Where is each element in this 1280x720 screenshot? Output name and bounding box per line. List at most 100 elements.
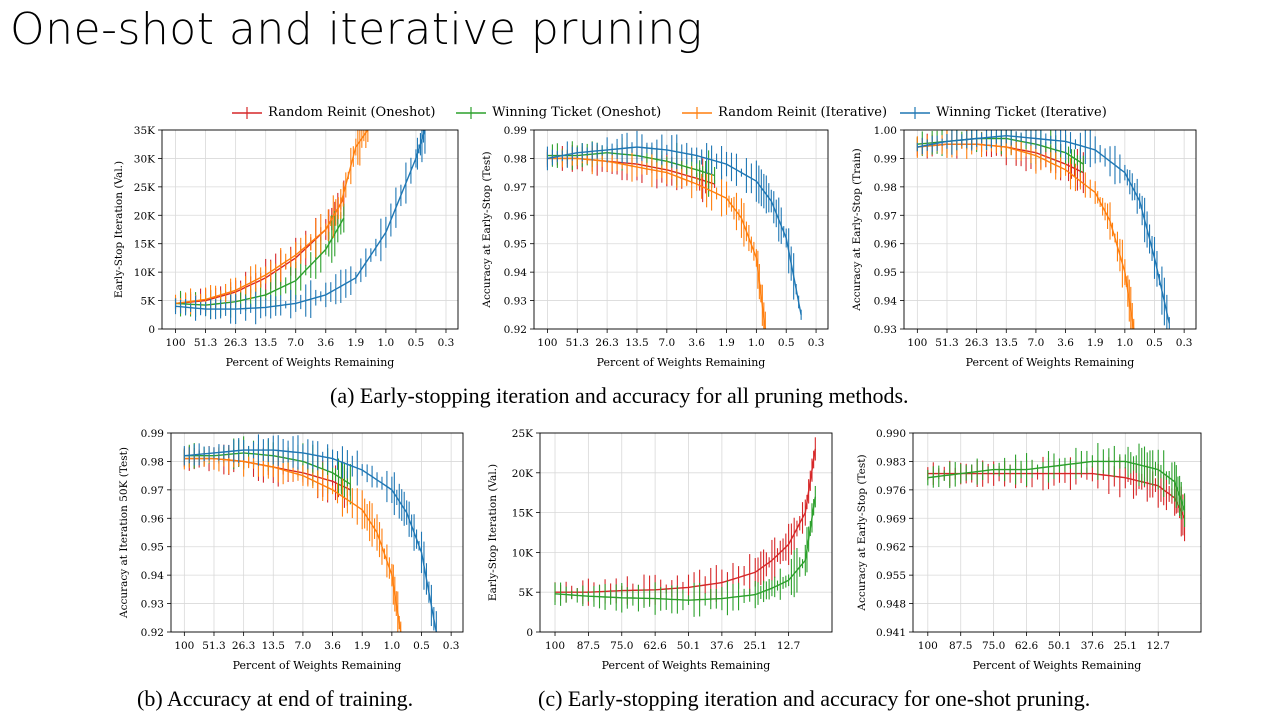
plot-frame bbox=[161, 129, 459, 330]
y-tick-label: 0.96 bbox=[504, 210, 528, 222]
y-tick-label: 5K bbox=[140, 296, 155, 308]
y-tick-label: 0.976 bbox=[876, 485, 906, 497]
slide-title: One-shot and iterative pruning bbox=[10, 4, 703, 55]
chart-accuracy-iteration-50k: 100 51.3 26.3 13.5 7.0 3.6 1.9 1.0 0.5 0.3 0.92 0.9… bbox=[118, 428, 464, 672]
x-tick-label: 7.0 bbox=[295, 640, 312, 652]
series-winning-ticket-oneshot bbox=[927, 443, 1186, 527]
series-winning-ticket-iterative bbox=[916, 130, 1170, 329]
legend-item-random-reinit-oneshot: Random Reinit (Oneshot) bbox=[230, 105, 435, 120]
y-tick-label: 0.990 bbox=[876, 428, 906, 440]
y-axis-label: Accuracy at Early-Stop (Test) bbox=[481, 151, 493, 308]
y-tick-label: 35K bbox=[134, 125, 155, 137]
y-tick-label: 0 bbox=[526, 627, 533, 639]
x-axis-label: Percent of Weights Remaining bbox=[233, 659, 402, 672]
y-tick-label: 10K bbox=[134, 267, 155, 279]
y-tick-label: 0 bbox=[148, 324, 155, 336]
x-tick-label: 25.1 bbox=[1114, 640, 1137, 652]
x-axis-label: Percent of Weights Remaining bbox=[226, 356, 395, 369]
series-random-reinit-iterative bbox=[174, 130, 369, 315]
y-tick-label: 0.983 bbox=[876, 456, 906, 468]
legend-item-random-reinit-iterative: Random Reinit (Iterative) bbox=[680, 105, 887, 120]
x-tick-label: 51.3 bbox=[194, 337, 217, 349]
x-tick-label: 26.3 bbox=[224, 337, 247, 349]
y-tick-label: 0.99 bbox=[874, 153, 897, 165]
y-tick-label: 0.96 bbox=[141, 513, 165, 525]
series-line-random-reinit-iterative bbox=[175, 130, 369, 305]
y-tick-label: 0.955 bbox=[876, 570, 906, 582]
x-tick-label: 3.6 bbox=[317, 337, 334, 349]
x-tick-label: 3.6 bbox=[688, 337, 705, 349]
x-tick-label: 37.6 bbox=[1081, 640, 1105, 652]
x-axis-label: Percent of Weights Remaining bbox=[597, 356, 766, 369]
y-tick-label: 1.00 bbox=[874, 125, 897, 137]
chart-accuracy-train-all: 100 51.3 26.3 13.5 7.0 3.6 1.9 1.0 0.5 0.3 0.93 0.9… bbox=[851, 125, 1197, 369]
x-tick-label: 0.3 bbox=[443, 640, 460, 652]
x-tick-label: 0.3 bbox=[1176, 337, 1193, 349]
y-tick-label: 0.962 bbox=[876, 542, 906, 554]
x-tick-label: 51.3 bbox=[935, 337, 958, 349]
plot-frame bbox=[903, 129, 1197, 330]
y-axis-label: Accuracy at Early-Stop (Train) bbox=[851, 148, 863, 312]
x-tick-label: 0.5 bbox=[778, 337, 795, 349]
y-tick-label: 0.98 bbox=[141, 456, 164, 468]
series-line-winning-ticket-oneshot bbox=[927, 460, 1186, 511]
x-tick-label: 50.1 bbox=[1048, 640, 1071, 652]
y-tick-label: 0.94 bbox=[874, 296, 898, 308]
x-tick-label: 87.5 bbox=[577, 640, 600, 652]
grid bbox=[904, 129, 1196, 330]
x-tick-label: 26.3 bbox=[595, 337, 618, 349]
series-random-reinit-iterative bbox=[546, 145, 766, 329]
x-tick-label: 0.3 bbox=[808, 337, 825, 349]
legend-swatch-red bbox=[232, 106, 262, 119]
y-tick-label: 0.98 bbox=[504, 153, 527, 165]
x-tick-label: 7.0 bbox=[1028, 337, 1045, 349]
y-tick-label: 0.98 bbox=[874, 182, 897, 194]
y-tick-label: 0.97 bbox=[874, 210, 897, 222]
x-tick-label: 13.5 bbox=[262, 640, 285, 652]
y-tick-label: 10K bbox=[512, 547, 533, 559]
grid bbox=[171, 432, 463, 633]
y-tick-label: 0.93 bbox=[504, 296, 527, 308]
plot-frame bbox=[539, 432, 833, 633]
series-random-reinit-iterative bbox=[183, 446, 402, 632]
x-tick-label: 62.6 bbox=[643, 640, 667, 652]
y-tick-label: 0.969 bbox=[876, 513, 906, 525]
caption-b: (b) Accuracy at end of training. bbox=[137, 686, 414, 711]
series-random-reinit-oneshot bbox=[554, 437, 816, 606]
legend-item-winning-ticket-iterative: Winning Ticket (Iterative) bbox=[898, 105, 1107, 120]
x-axis-label: Percent of Weights Remaining bbox=[966, 356, 1135, 369]
y-tick-label: 20K bbox=[512, 468, 533, 480]
y-axis-label: Early-Stop Iteration (Val.) bbox=[487, 464, 499, 601]
x-tick-label: 75.0 bbox=[982, 640, 1005, 652]
x-tick-label: 1.9 bbox=[354, 640, 371, 652]
series-line-random-reinit-oneshot bbox=[555, 448, 816, 593]
x-tick-label: 37.6 bbox=[710, 640, 734, 652]
x-tick-label: 0.5 bbox=[408, 337, 425, 349]
chart-early-stop-iteration-oneshot: 100 87.5 75.0 62.6 50.1 37.6 25.1 12.7 0 5K 10K 15K… bbox=[487, 428, 833, 672]
x-tick-label: 87.5 bbox=[949, 640, 972, 652]
y-tick-label: 0.948 bbox=[876, 599, 906, 611]
y-tick-label: 0.94 bbox=[141, 570, 165, 582]
plot-frame bbox=[170, 432, 464, 633]
y-tick-label: 0.99 bbox=[504, 125, 527, 137]
chart-accuracy-test-all: 100 51.3 26.3 13.5 7.0 3.6 1.9 1.0 0.5 0.3 0.92 0.9… bbox=[481, 125, 829, 369]
series-winning-ticket-iterative bbox=[546, 130, 802, 320]
plot-frame bbox=[533, 129, 829, 330]
y-tick-label: 0.97 bbox=[504, 182, 527, 194]
x-tick-label: 12.7 bbox=[1147, 640, 1170, 652]
y-tick-label: 0.93 bbox=[874, 324, 897, 336]
x-axis-label: Percent of Weights Remaining bbox=[602, 659, 771, 672]
x-tick-label: 1.0 bbox=[1117, 337, 1134, 349]
x-tick-label: 13.5 bbox=[254, 337, 277, 349]
chart-legend: Random Reinit (Oneshot) Winning Ticket (… bbox=[230, 102, 1107, 126]
x-tick-label: 75.0 bbox=[610, 640, 633, 652]
x-axis-label: Percent of Weights Remaining bbox=[973, 659, 1142, 672]
y-tick-label: 15K bbox=[134, 239, 155, 251]
y-tick-label: 0.97 bbox=[141, 485, 164, 497]
x-tick-label: 12.7 bbox=[777, 640, 800, 652]
y-axis-label: Early-Stop Iteration (Val.) bbox=[113, 161, 125, 298]
x-tick-label: 100 bbox=[174, 640, 194, 652]
x-tick-label: 3.6 bbox=[1057, 337, 1074, 349]
x-tick-label: 26.3 bbox=[965, 337, 988, 349]
legend-swatch-blue bbox=[900, 106, 930, 119]
